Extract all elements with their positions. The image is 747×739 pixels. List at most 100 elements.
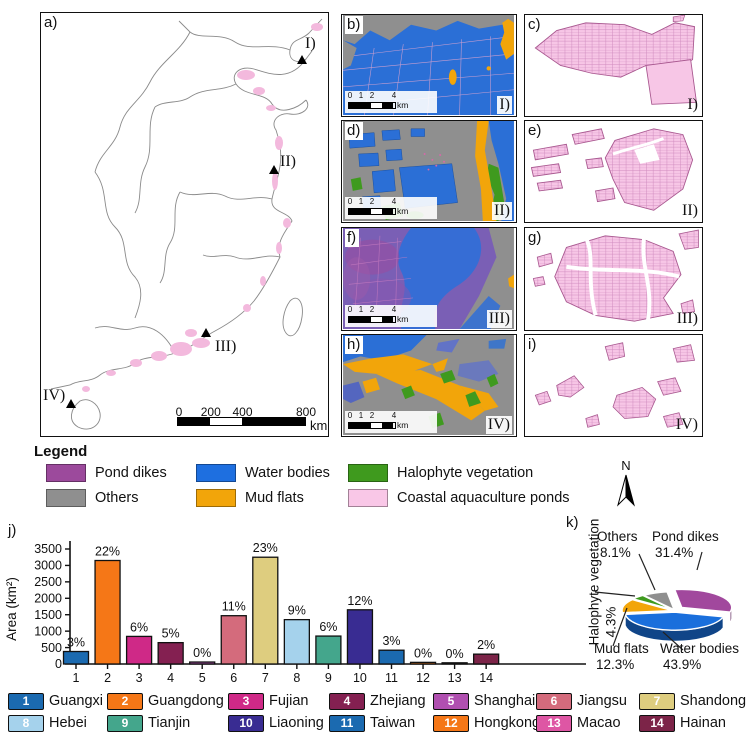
pond-map-svg-c [534, 15, 697, 105]
scalebar-tick: 4 [391, 91, 397, 100]
province-name: Tianjin [148, 715, 191, 731]
legend-swatch-icon [348, 489, 388, 507]
x-tick-label: 3 [136, 671, 143, 685]
pie-label-pond-dikes: Pond dikes [652, 529, 719, 544]
province-name: Jiangsu [577, 693, 627, 709]
scalebar-tick: 1 [358, 197, 364, 206]
legend-item-others: Others [46, 489, 196, 507]
bar-1 [62, 650, 90, 665]
x-tick-label: 9 [325, 671, 332, 685]
water-channels [566, 236, 680, 321]
scalebar-tick: 1 [358, 305, 364, 314]
province-item-shandong: 7 Shandong [639, 692, 746, 710]
panel-h-classified-IV: h) IV) 0 1 2 4 km [341, 334, 517, 437]
x-tick-label: 12 [416, 671, 430, 685]
y-tick-label: 0 [55, 657, 62, 671]
legend-swatch-icon [196, 464, 236, 482]
bar-pct-label: 12% [347, 594, 372, 608]
bar-13 [441, 662, 468, 665]
province-chip: 13 [536, 714, 572, 732]
province-name: Guangdong [148, 693, 224, 709]
pond-grid-lines [343, 36, 514, 115]
y-tick-label: 500 [41, 641, 62, 655]
pie-value-mud-flats: 12.3% [596, 657, 635, 672]
pie-value-others: 8.1% [600, 545, 631, 560]
province-item-hongkong: 12 Hongkong [433, 714, 540, 732]
mini-scalebar: 0 1 2 4 km [345, 197, 437, 219]
province-item-jiangsu: 6 Jiangsu [536, 692, 639, 710]
leader-line [638, 553, 656, 591]
map-scalebar: 0 200 400 800 km [175, 405, 328, 433]
province-item-liaoning: 10 Liaoning [228, 714, 329, 732]
scalebar-tick: 1 [358, 91, 364, 100]
scalebar-unit: km [397, 100, 409, 110]
scalebar-segment [349, 423, 371, 428]
panel-a-region-map: a) I) II) III) IV) 0 200 400 800 km [40, 12, 329, 437]
leader-line [662, 631, 684, 651]
scalebar-tick: 4 [391, 197, 397, 206]
panel-i-ponds-IV: i) IV) [524, 334, 703, 437]
scalebar-tick: 200 [200, 405, 221, 419]
province-chip: 8 [8, 714, 44, 732]
scalebar-segment [178, 418, 210, 425]
bar-14 [472, 653, 500, 665]
pie-value-pond-dikes: 31.4% [655, 545, 694, 560]
bar-chart-svg: 0 500 1000 1500 2000 2500 3000 3500 Area (km²) 3%… [4, 541, 586, 685]
province-chip: 1 [8, 692, 44, 710]
legend-swatch-icon [348, 464, 388, 482]
province-name: Hainan [680, 715, 726, 731]
bar-pct-label: 0% [193, 646, 211, 660]
pond-map-svg-e [530, 128, 694, 211]
scalebar-segment [349, 103, 371, 108]
scalebar-tick: 2 [369, 197, 375, 206]
pie-label-others: Others [597, 529, 638, 544]
triangle-marker-icon [66, 399, 76, 408]
bar-3 [125, 635, 153, 665]
legend-item-label: Pond dikes [95, 465, 167, 481]
leader-line [612, 607, 628, 647]
scalebar-segment [371, 103, 382, 108]
map-marker-II-label: II) [280, 153, 296, 170]
province-name: Macao [577, 715, 621, 731]
legend-item-halophyte-vegetation: Halophyte vegetation [348, 464, 570, 482]
province-chip: 6 [536, 692, 572, 710]
map-marker-IV [66, 399, 76, 408]
legend-swatch-icon [46, 464, 86, 482]
x-tick-label: 13 [448, 671, 462, 685]
scalebar-segment [210, 418, 242, 425]
scalebar-bar [348, 102, 396, 109]
province-item-shanghai: 5 Shanghai [433, 692, 536, 710]
dike-texture-lines [347, 235, 413, 320]
map-marker-III-label: III) [215, 338, 237, 355]
pie-label-mud-flats: Mud flats [594, 641, 649, 656]
panel-b-classified-I: b) I) 0 1 2 4 km [341, 14, 517, 117]
scalebar-tick: 0 [175, 405, 183, 419]
scalebar-tick: 0 [347, 197, 353, 206]
province-name: Shandong [680, 693, 747, 709]
province-chip: 5 [433, 692, 469, 710]
scalebar-tick: 2 [369, 91, 375, 100]
bar-pct-label: 5% [162, 627, 180, 641]
bar-pct-label: 0% [446, 647, 464, 661]
scalebar-segment [371, 317, 382, 322]
legend-item-water-bodies: Water bodies [196, 464, 348, 482]
province-name: Zhejiang [370, 693, 426, 709]
scalebar-tick: 400 [232, 405, 253, 419]
x-tick-label: 4 [167, 671, 174, 685]
province-chip: 7 [639, 692, 675, 710]
y-axis-title: Area (km²) [4, 577, 19, 641]
panel-f-label: f) [345, 229, 360, 247]
province-chip: 11 [329, 714, 365, 732]
pond-map-svg-i [534, 342, 696, 428]
north-label: N [621, 458, 631, 473]
bar-pct-label: 2% [477, 638, 495, 652]
scalebar-ticks: 0 200 400 800 [175, 405, 327, 419]
mini-scalebar: 0 1 2 4 km [345, 305, 437, 327]
panel-e-label: e) [528, 122, 542, 139]
leader-line [594, 591, 636, 597]
map-marker-I-label: I) [305, 35, 316, 52]
pie-label-water-bodies: Water bodies [660, 641, 740, 656]
triangle-marker-icon [269, 165, 279, 174]
